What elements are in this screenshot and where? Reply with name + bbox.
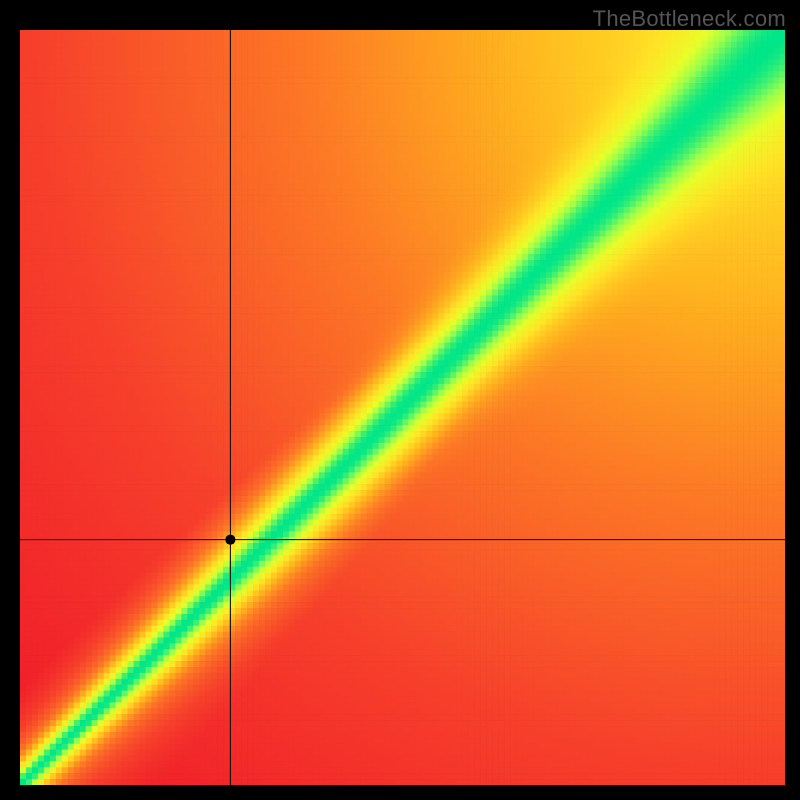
watermark-text: TheBottleneck.com — [593, 6, 786, 32]
bottleneck-heatmap — [0, 0, 800, 800]
chart-container: TheBottleneck.com — [0, 0, 800, 800]
